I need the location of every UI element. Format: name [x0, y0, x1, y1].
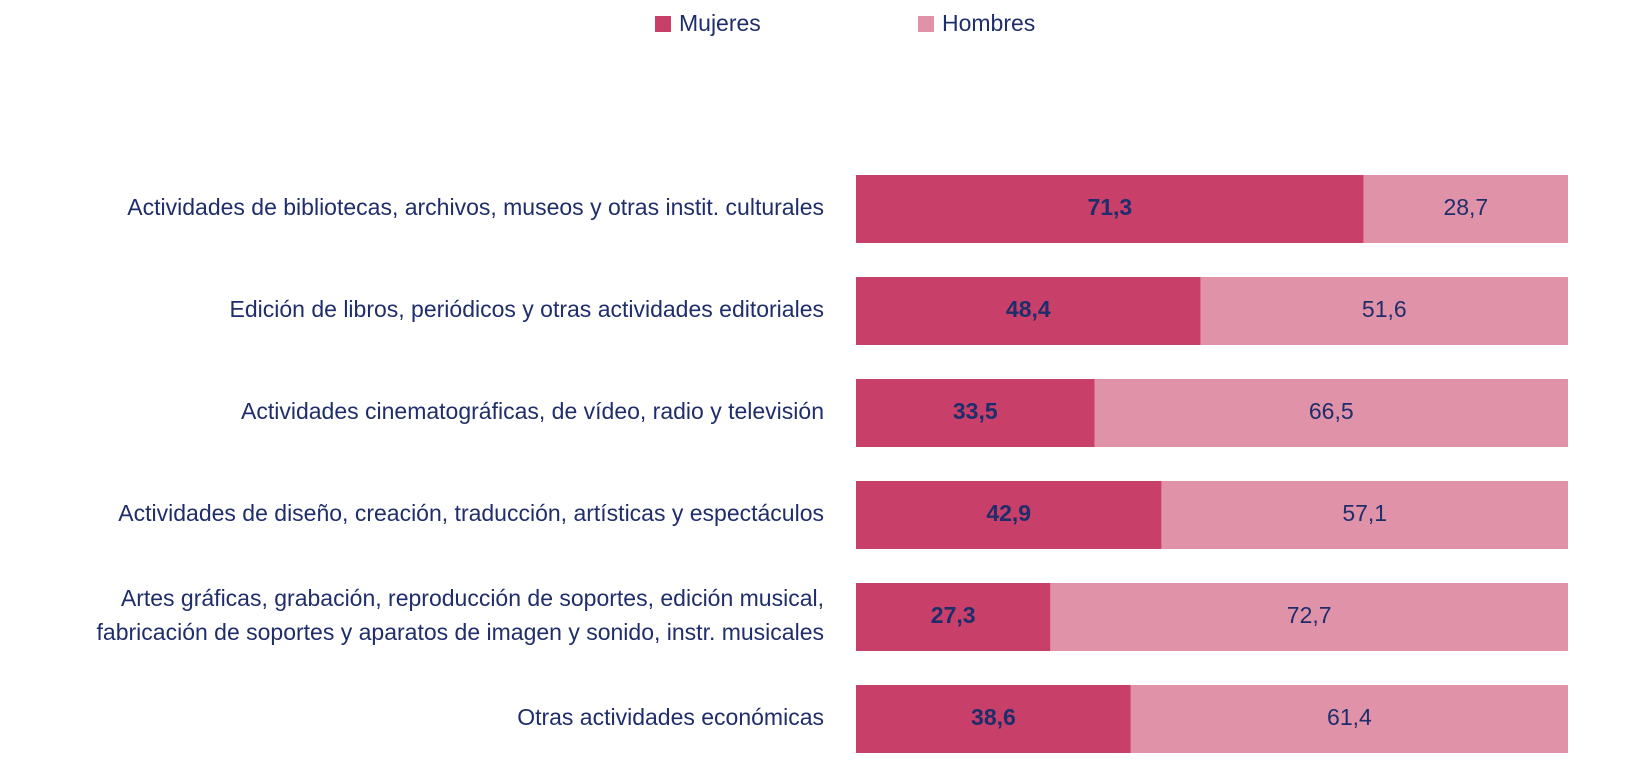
- bar-segment: [856, 277, 1201, 345]
- legend-label: Mujeres: [679, 10, 761, 36]
- bar-segment: [1363, 175, 1568, 243]
- category-label: Actividades cinematográficas, de vídeo, …: [241, 398, 824, 424]
- category-label: Actividades de bibliotecas, archivos, mu…: [127, 194, 824, 220]
- value-label: 42,9: [986, 500, 1031, 526]
- category-label: Actividades de diseño, creación, traducc…: [118, 500, 824, 526]
- bar-segment: [1130, 685, 1568, 753]
- value-label: 28,7: [1443, 194, 1488, 220]
- bar-segment: [856, 481, 1162, 549]
- bar-segment: [856, 379, 1095, 447]
- value-label: 38,6: [971, 704, 1016, 730]
- value-label: 71,3: [1087, 194, 1132, 220]
- legend-label: Hombres: [942, 10, 1035, 36]
- value-label: 27,3: [931, 602, 976, 628]
- category-label: Edición de libros, periódicos y otras ac…: [230, 296, 824, 322]
- value-label: 48,4: [1006, 296, 1051, 322]
- legend-swatch: [655, 16, 671, 32]
- value-label: 33,5: [953, 398, 998, 424]
- category-label: Artes gráficas, grabación, reproducción …: [97, 585, 824, 645]
- value-label: 57,1: [1342, 500, 1387, 526]
- value-label: 51,6: [1362, 296, 1407, 322]
- bar-segment: [1050, 583, 1568, 651]
- bar-segment: [856, 175, 1364, 243]
- legend-swatch: [918, 16, 934, 32]
- bar-segment: [856, 685, 1131, 753]
- bar-segment: [1200, 277, 1568, 345]
- value-label: 66,5: [1309, 398, 1354, 424]
- bar-segment: [856, 583, 1051, 651]
- value-label: 61,4: [1327, 704, 1372, 730]
- bar-segment: [1094, 379, 1568, 447]
- bar-segment: [1161, 481, 1568, 549]
- category-label: Otras actividades económicas: [517, 704, 824, 730]
- value-label: 72,7: [1287, 602, 1332, 628]
